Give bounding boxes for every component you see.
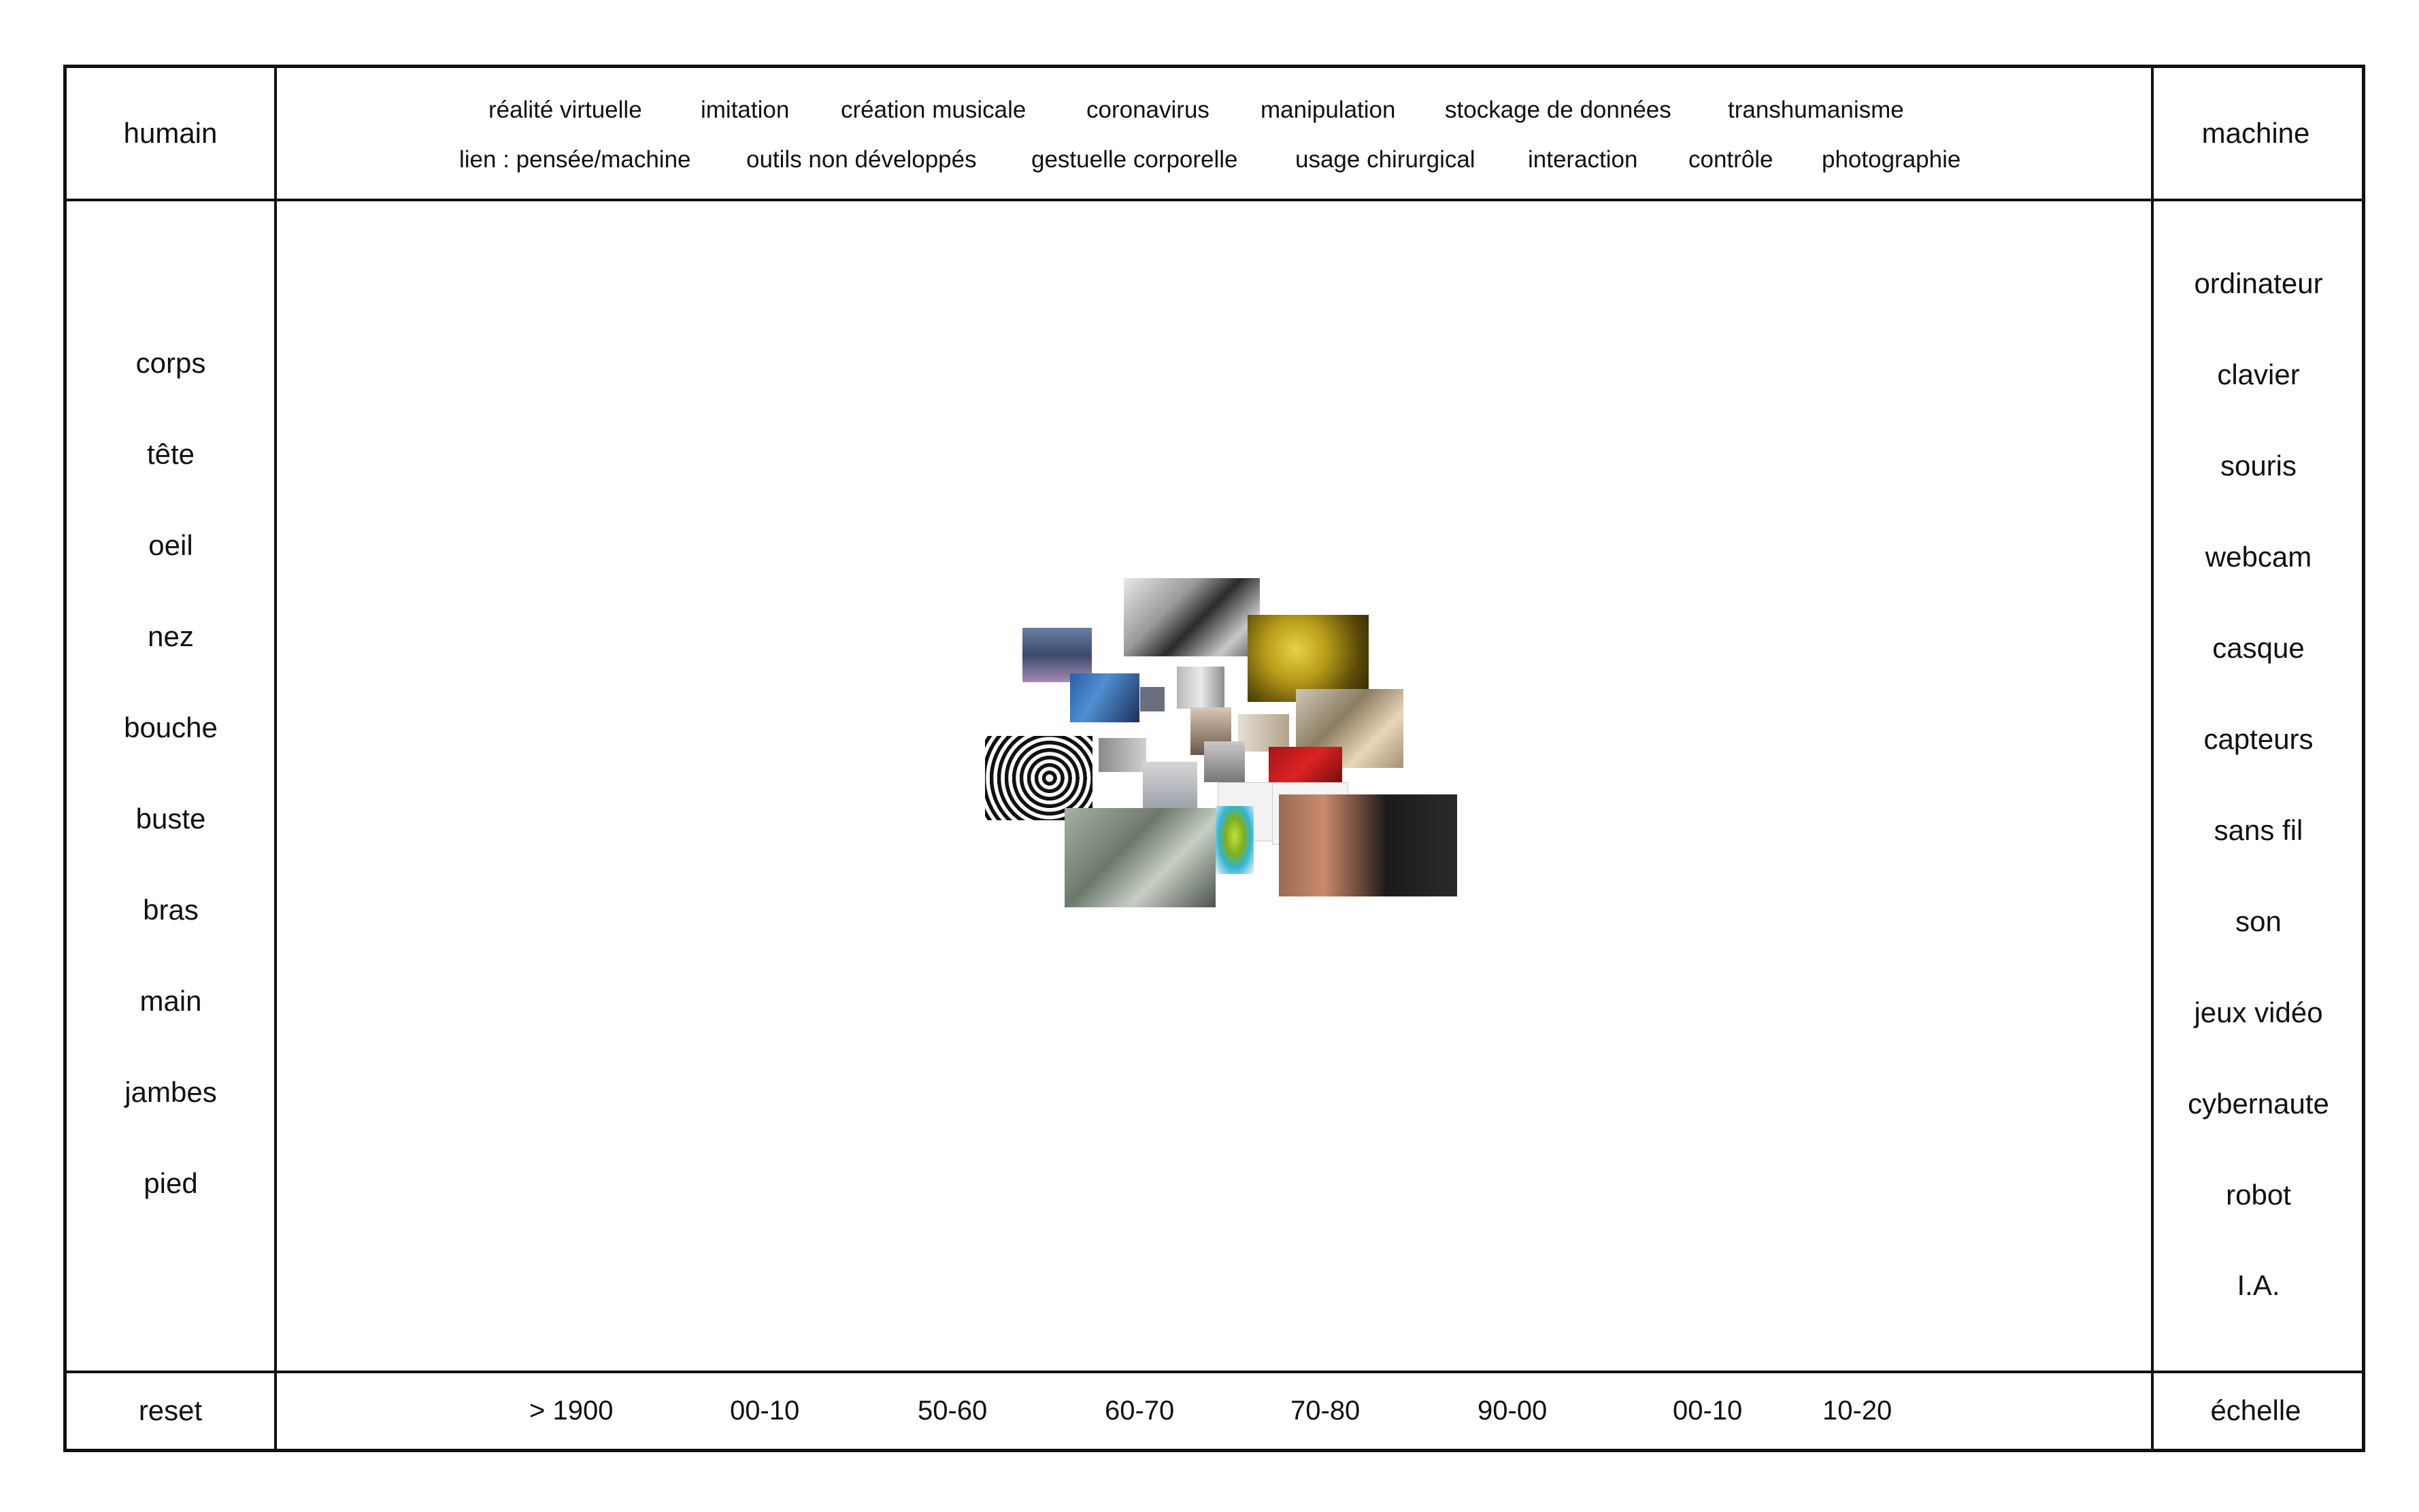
footer-divider xyxy=(67,1371,2362,1373)
collage-photo[interactable] xyxy=(985,736,1092,820)
body-item-jambes[interactable]: jambes xyxy=(124,1076,217,1108)
collage-photo[interactable] xyxy=(1248,615,1369,702)
collage-photo[interactable] xyxy=(1279,794,1457,896)
theme-imitation[interactable]: imitation xyxy=(701,97,790,123)
body-item-pied[interactable]: pied xyxy=(144,1167,198,1199)
machine-item-clavier[interactable]: clavier xyxy=(2217,358,2300,390)
body-item-corps[interactable]: corps xyxy=(135,347,206,379)
theme-interaction[interactable]: interaction xyxy=(1528,146,1638,173)
machine-item-sans-fil[interactable]: sans fil xyxy=(2214,814,2303,846)
body-item-bouche[interactable]: bouche xyxy=(124,711,218,743)
machine-item-cybernaute[interactable]: cybernaute xyxy=(2188,1088,2329,1120)
theme-realite-virtuelle[interactable]: réalité virtuelle xyxy=(488,97,642,123)
main-frame xyxy=(63,65,2365,1452)
collage-photo[interactable] xyxy=(1216,806,1254,874)
body-item-buste[interactable]: buste xyxy=(135,803,206,835)
collage-photo[interactable] xyxy=(1124,578,1260,656)
theme-outils-non-developpes[interactable]: outils non développés xyxy=(746,146,977,173)
theme-manipulation[interactable]: manipulation xyxy=(1261,97,1396,123)
theme-controle[interactable]: contrôle xyxy=(1688,146,1773,173)
era-filter-1960s[interactable]: 60-70 xyxy=(1105,1396,1175,1426)
machine-item-son[interactable]: son xyxy=(2235,905,2282,937)
header-machine[interactable]: machine xyxy=(2201,117,2310,149)
machine-item-jeux-video[interactable]: jeux vidéo xyxy=(2194,996,2323,1028)
theme-photographie[interactable]: photographie xyxy=(1822,146,1961,173)
machine-item-casque[interactable]: casque xyxy=(2212,632,2305,664)
era-filter-1970s[interactable]: 70-80 xyxy=(1290,1396,1361,1426)
body-item-tete[interactable]: tête xyxy=(146,438,195,470)
theme-gestuelle-corporelle[interactable]: gestuelle corporelle xyxy=(1031,146,1238,173)
body-item-oeil[interactable]: oeil xyxy=(148,529,193,561)
collage-photo[interactable] xyxy=(1238,714,1289,752)
theme-creation-musicale[interactable]: création musicale xyxy=(841,97,1027,123)
collage-photo[interactable] xyxy=(1143,762,1197,811)
machine-item-ia[interactable]: I.A. xyxy=(2237,1269,2280,1301)
era-filter-pre-1900[interactable]: > 1900 xyxy=(529,1396,614,1426)
era-filter-2000s[interactable]: 00-10 xyxy=(1673,1396,1743,1426)
collage-photo[interactable] xyxy=(1065,808,1216,907)
body-item-nez[interactable]: nez xyxy=(148,620,194,652)
header-divider xyxy=(67,199,2362,201)
theme-stockage-donnees[interactable]: stockage de données xyxy=(1445,97,1671,123)
machine-item-souris[interactable]: souris xyxy=(2220,450,2297,482)
collage-photo[interactable] xyxy=(1177,667,1224,709)
right-column-divider xyxy=(2151,68,2154,1449)
header-humain[interactable]: humain xyxy=(123,117,218,149)
left-column-divider xyxy=(274,68,277,1449)
collage-photo[interactable] xyxy=(1022,628,1092,682)
collage-photo[interactable] xyxy=(1140,687,1165,711)
machine-item-ordinateur[interactable]: ordinateur xyxy=(2194,267,2323,299)
theme-lien-pensee-machine[interactable]: lien : pensée/machine xyxy=(459,146,691,173)
collage-photo[interactable] xyxy=(1204,741,1245,782)
collage-photo[interactable] xyxy=(1070,673,1139,722)
theme-transhumanisme[interactable]: transhumanisme xyxy=(1728,97,1904,123)
machine-item-webcam[interactable]: webcam xyxy=(2205,541,2312,573)
theme-usage-chirurgical[interactable]: usage chirurgical xyxy=(1295,146,1475,173)
body-item-main[interactable]: main xyxy=(139,985,202,1017)
machine-item-capteurs[interactable]: capteurs xyxy=(2203,723,2314,755)
era-filter-1900s[interactable]: 00-10 xyxy=(730,1396,800,1426)
machine-item-robot[interactable]: robot xyxy=(2226,1179,2291,1211)
era-filter-1990s[interactable]: 90-00 xyxy=(1478,1396,1548,1426)
body-item-bras[interactable]: bras xyxy=(143,894,199,926)
reset-button[interactable]: reset xyxy=(138,1394,203,1426)
theme-coronavirus[interactable]: coronavirus xyxy=(1086,97,1210,123)
collage-photo[interactable] xyxy=(1099,738,1146,772)
era-filter-2010s[interactable]: 10-20 xyxy=(1822,1396,1892,1426)
echelle-button[interactable]: échelle xyxy=(2210,1394,2301,1426)
era-filter-1950s[interactable]: 50-60 xyxy=(918,1396,988,1426)
